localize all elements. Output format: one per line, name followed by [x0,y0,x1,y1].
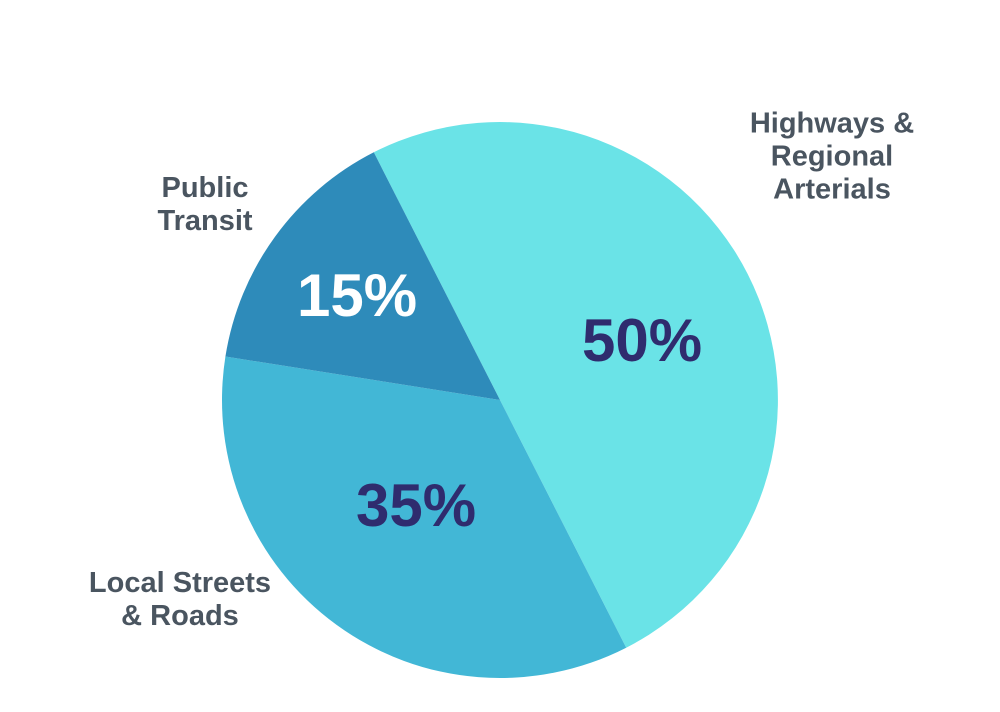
pie-slice [225,152,500,400]
category-label: Local Streets & Roads [88,567,272,632]
category-label: Highways & Regional Arterials [749,107,915,206]
pie-slice [222,356,627,678]
value-label: 50% [582,307,702,374]
category-label: Public Transit [157,172,253,237]
value-label: 35% [356,472,476,539]
pie-slice [373,122,778,648]
value-label: 15% [297,262,417,329]
